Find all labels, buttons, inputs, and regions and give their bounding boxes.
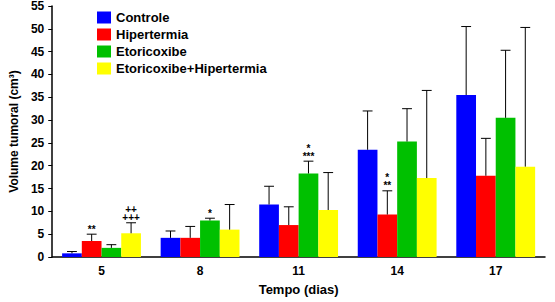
svg-text:30: 30 xyxy=(31,113,45,127)
svg-text:+++: +++ xyxy=(122,212,140,223)
svg-text:Etoricoxibe+Hipertermia: Etoricoxibe+Hipertermia xyxy=(116,61,267,76)
svg-text:Volume tumoral (cm³): Volume tumoral (cm³) xyxy=(7,70,21,192)
svg-text:Tempo (dias): Tempo (dias) xyxy=(259,282,339,297)
svg-text:15: 15 xyxy=(31,182,45,196)
svg-text:8: 8 xyxy=(197,264,204,278)
svg-text:11: 11 xyxy=(292,264,305,278)
svg-text:Etoricoxibe: Etoricoxibe xyxy=(116,44,187,59)
svg-text:***: *** xyxy=(303,151,315,162)
svg-text:5: 5 xyxy=(38,227,45,241)
svg-text:55: 55 xyxy=(31,0,45,13)
svg-text:50: 50 xyxy=(31,22,45,36)
svg-text:Controle: Controle xyxy=(116,10,169,25)
svg-text:20: 20 xyxy=(31,159,45,173)
svg-text:Hipertermia: Hipertermia xyxy=(116,27,189,42)
svg-text:0: 0 xyxy=(38,250,45,264)
svg-text:**: ** xyxy=(383,180,391,191)
svg-text:35: 35 xyxy=(31,90,45,104)
svg-text:*: * xyxy=(208,208,212,219)
svg-text:5: 5 xyxy=(98,264,105,278)
svg-text:14: 14 xyxy=(390,264,404,278)
svg-text:**: ** xyxy=(88,224,96,235)
svg-text:25: 25 xyxy=(31,136,45,150)
svg-text:45: 45 xyxy=(31,45,45,59)
svg-text:10: 10 xyxy=(31,204,45,218)
svg-text:40: 40 xyxy=(31,67,45,81)
svg-text:17: 17 xyxy=(489,264,503,278)
